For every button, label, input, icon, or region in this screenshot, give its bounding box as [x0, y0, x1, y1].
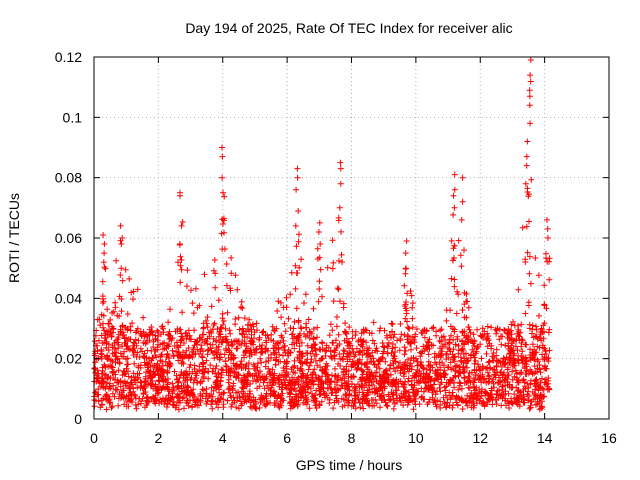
x-tick-label: 16 — [601, 430, 617, 446]
x-tick-label: 14 — [537, 430, 553, 446]
x-tick-label: 6 — [283, 430, 291, 446]
y-tick-label: 0.04 — [55, 290, 82, 306]
chart-title: Day 194 of 2025, Rate Of TEC Index for r… — [185, 20, 512, 36]
x-tick-label: 8 — [348, 430, 356, 446]
x-tick-label: 10 — [408, 430, 424, 446]
grid — [94, 57, 609, 419]
y-tick-label: 0.12 — [55, 49, 82, 65]
x-tick-label: 2 — [154, 430, 162, 446]
x-tick-label: 0 — [90, 430, 98, 446]
y-tick-labels: 0 0.02 0.04 0.06 0.08 0.1 0.12 — [55, 49, 82, 427]
y-tick-label: 0.02 — [55, 351, 82, 367]
y-tick-label: 0.06 — [55, 230, 82, 246]
data-points — [91, 57, 553, 413]
x-axis-label: GPS time / hours — [296, 457, 403, 473]
roti-markers — [91, 57, 553, 413]
y-axis-label: ROTI / TECUs — [6, 193, 22, 283]
x-tick-label: 4 — [219, 430, 227, 446]
y-tick-label: 0.1 — [63, 109, 83, 125]
x-tick-labels: 0 2 4 6 8 10 12 14 16 — [90, 430, 617, 446]
y-tick-label: 0 — [74, 411, 82, 427]
axis-ticks — [93, 56, 610, 420]
x-tick-label: 12 — [472, 430, 488, 446]
y-tick-label: 0.08 — [55, 170, 82, 186]
